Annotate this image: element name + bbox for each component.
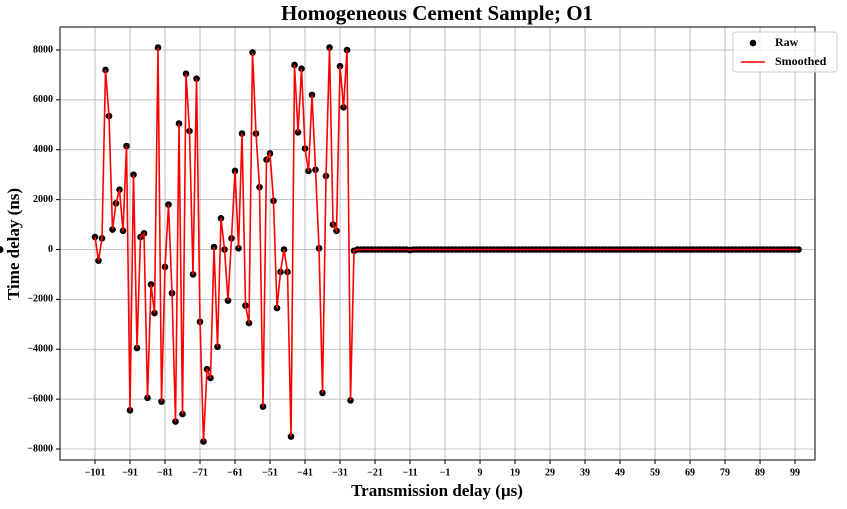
x-tick-label: 49 (615, 467, 625, 478)
x-tick-label: 89 (755, 467, 765, 478)
x-tick-label: 19 (510, 467, 520, 478)
x-tick-label: 69 (685, 467, 695, 478)
x-tick-label: 29 (545, 467, 555, 478)
x-tick-label: −21 (367, 467, 383, 478)
y-tick-label: 2000 (33, 194, 53, 205)
x-tick-label: 79 (720, 467, 730, 478)
x-tick-label: −71 (192, 467, 208, 478)
y-tick-label: −2000 (27, 294, 53, 305)
x-tick-label: −81 (157, 467, 173, 478)
x-tick-label: −1 (440, 467, 451, 478)
x-tick-label: −41 (297, 467, 313, 478)
legend-label: Raw (775, 35, 799, 49)
chart-title: Homogeneous Cement Sample; O1 (281, 1, 593, 25)
x-tick-label: −61 (227, 467, 243, 478)
x-tick-label: 99 (790, 467, 800, 478)
y-tick-label: −4000 (27, 344, 53, 355)
y-tick-label: −6000 (27, 393, 53, 404)
smoothed-line (94, 47, 799, 442)
x-axis-label: Transmission delay (μs) (351, 481, 523, 500)
x-tick-label: 59 (650, 467, 660, 478)
x-tick-label: 39 (580, 467, 590, 478)
y-tick-label: 6000 (33, 94, 53, 105)
x-tick-label: −91 (122, 467, 138, 478)
legend-label: Smoothed (775, 54, 827, 68)
legend-marker (749, 39, 757, 47)
raw-point (0, 246, 4, 253)
y-tick-label: 4000 (33, 144, 53, 155)
x-tick-label: −51 (262, 467, 278, 478)
y-tick-label: 8000 (33, 44, 53, 55)
y-tick-label: 0 (48, 244, 53, 255)
raw-point (91, 233, 99, 241)
y-axis-label: Time delay (ns) (4, 188, 23, 300)
y-tick-label: −8000 (27, 443, 53, 454)
x-tick-label: −11 (402, 467, 417, 478)
plot-frame (59, 26, 816, 461)
x-tick-label: −101 (85, 467, 106, 478)
x-tick-label: −31 (332, 467, 348, 478)
x-tick-label: 9 (478, 467, 483, 478)
